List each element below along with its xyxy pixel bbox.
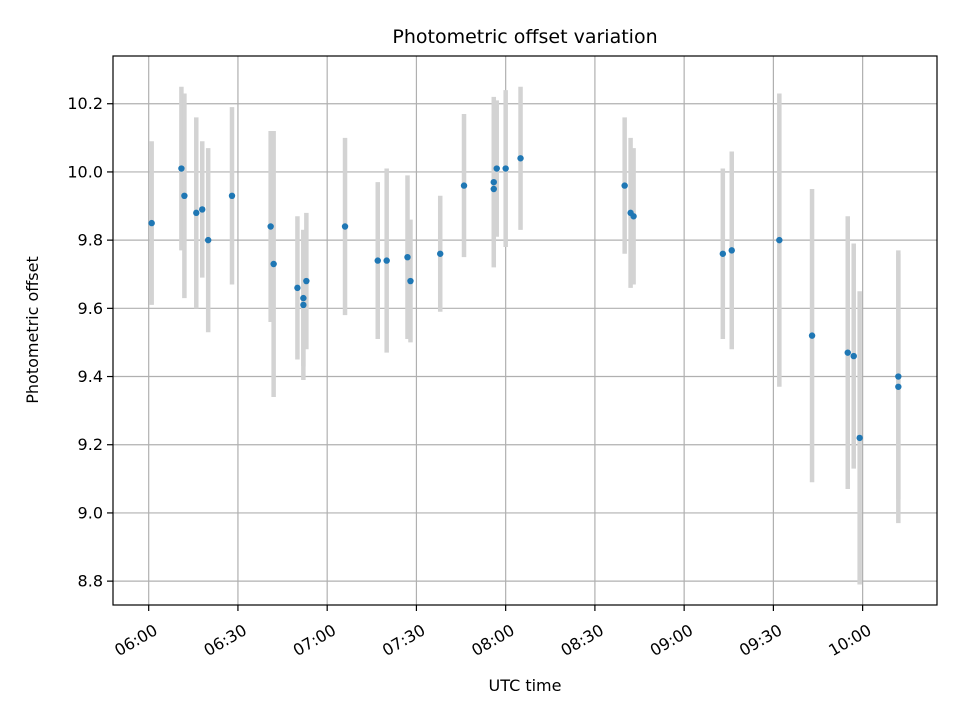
data-point — [630, 213, 637, 220]
data-point — [517, 155, 524, 162]
x-tick-label: 06:30 — [201, 620, 250, 660]
y-tick-label: 10.2 — [67, 94, 103, 113]
x-tick-label: 09:00 — [647, 620, 696, 660]
x-tick-label: 08:30 — [557, 620, 606, 660]
y-tick-label: 9.0 — [78, 503, 103, 522]
data-point — [621, 182, 628, 189]
data-point — [808, 332, 816, 339]
data-point — [181, 192, 188, 200]
data-point — [204, 236, 212, 244]
data-point — [895, 373, 902, 380]
data-point — [728, 247, 735, 254]
data-point — [341, 223, 349, 230]
x-axis-label: UTC time — [489, 676, 562, 695]
data-point — [850, 352, 857, 360]
y-axis-ticks: 8.8 9.0 9.2 9.4 9.6 9.8 10.0 10.2 — [67, 94, 113, 591]
data-points — [148, 155, 902, 442]
data-point — [490, 185, 497, 193]
data-point — [300, 294, 307, 302]
data-point — [148, 219, 155, 227]
y-tick-label: 9.8 — [78, 231, 103, 250]
x-tick-label: 10:00 — [825, 620, 874, 660]
data-point — [404, 253, 411, 261]
data-point — [193, 209, 200, 217]
x-tick-label: 06:00 — [111, 620, 160, 660]
y-tick-label: 9.6 — [78, 299, 103, 318]
y-tick-label: 9.4 — [78, 367, 103, 386]
x-tick-label: 07:00 — [290, 620, 339, 660]
data-point — [776, 236, 783, 244]
data-point — [895, 383, 902, 390]
y-tick-label: 8.8 — [78, 572, 103, 591]
data-point — [493, 165, 500, 172]
data-point — [199, 206, 206, 213]
data-point — [460, 182, 468, 189]
data-point — [719, 250, 727, 257]
data-point — [270, 260, 277, 268]
data-point — [228, 192, 236, 200]
plot-frame — [112, 55, 938, 606]
x-tick-label: 08:00 — [468, 620, 517, 660]
data-point — [303, 277, 310, 285]
grid — [113, 56, 937, 605]
error-bars — [149, 86, 901, 585]
data-point — [300, 301, 307, 309]
data-point — [490, 178, 497, 186]
data-point — [502, 165, 509, 172]
y-axis-label: Photometric offset — [23, 256, 42, 404]
y-tick-label: 10.0 — [67, 162, 103, 181]
data-point — [294, 284, 301, 292]
data-point — [178, 165, 185, 172]
data-point — [374, 257, 381, 264]
data-point — [407, 277, 414, 285]
data-point — [437, 250, 444, 257]
x-tick-label: 07:30 — [379, 620, 428, 660]
data-point — [267, 223, 274, 230]
data-point — [383, 257, 390, 264]
data-point — [844, 349, 851, 356]
x-axis-ticks: 06:00 06:30 07:00 07:30 08:00 08:30 09:00 09:30… — [111, 605, 875, 660]
chart-title: Photometric offset variation — [392, 26, 657, 48]
data-point — [856, 434, 863, 442]
y-tick-label: 9.2 — [78, 435, 103, 454]
x-tick-label: 09:30 — [736, 620, 785, 660]
